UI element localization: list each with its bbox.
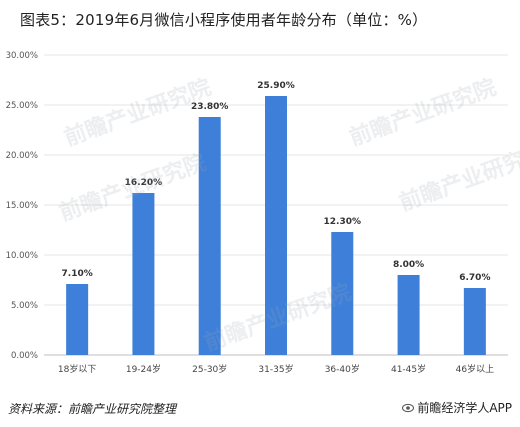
- bar: [66, 284, 89, 355]
- data-label: 25.90%: [257, 81, 295, 91]
- x-tick-label: 41-45岁: [391, 363, 426, 375]
- y-tick-label: 5.00%: [11, 301, 38, 311]
- brand-label: 前瞻经济学人APP: [417, 401, 512, 415]
- data-label: 6.70%: [459, 273, 490, 283]
- y-tick-label: 10.00%: [6, 251, 38, 261]
- y-tick-label: 15.00%: [6, 201, 38, 211]
- bar: [265, 96, 287, 355]
- data-label: 12.30%: [324, 217, 362, 227]
- data-label: 8.00%: [393, 260, 424, 270]
- x-tick-label: 46岁以上: [456, 363, 494, 375]
- data-label: 16.20%: [125, 178, 163, 188]
- y-tick-label: 0.00%: [11, 351, 38, 361]
- bar: [132, 193, 155, 355]
- source-note: 资料来源：前瞻产业研究院整理: [8, 402, 177, 416]
- x-tick-label: 19-24岁: [126, 363, 161, 375]
- x-tick-label: 36-40岁: [325, 363, 360, 375]
- y-tick-label: 20.00%: [6, 151, 38, 161]
- x-tick-label: 18岁以下: [58, 363, 96, 375]
- bar: [463, 288, 486, 355]
- x-tick-label: 31-35岁: [258, 363, 293, 375]
- x-axis-ticks: 18岁以下 19-24岁 25-30岁 31-35岁 36-40岁 41-45岁 46岁以上: [58, 363, 494, 375]
- y-tick-label: 25.00%: [6, 101, 38, 111]
- bars: [66, 96, 486, 355]
- data-label: 23.80%: [191, 102, 229, 112]
- x-tick-label: 25-30岁: [192, 363, 227, 375]
- y-axis-ticks: 0.00% 5.00% 10.00% 15.00% 20.00% 25.00% 30.00%: [6, 51, 38, 361]
- y-tick-label: 30.00%: [6, 51, 38, 61]
- bar: [331, 232, 354, 355]
- data-labels: 7.10% 16.20% 23.80% 25.90% 12.30% 8.00% 6.70%: [62, 81, 491, 283]
- eye-logo-icon: [402, 402, 415, 417]
- brand-credit: 前瞻经济学人APP: [402, 399, 512, 417]
- bar: [198, 117, 221, 355]
- bar: [397, 275, 420, 355]
- chart-title: 图表5：2019年6月微信小程序使用者年龄分布（单位：%）: [20, 11, 428, 29]
- bar-chart: 0.00% 5.00% 10.00% 15.00% 20.00% 25.00% 30.00%…: [6, 51, 508, 375]
- data-label: 7.10%: [62, 269, 93, 279]
